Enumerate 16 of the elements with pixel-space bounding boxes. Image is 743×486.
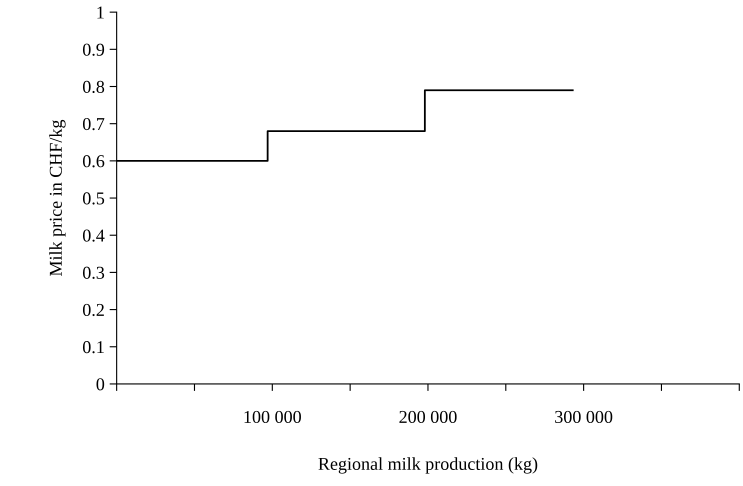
y-tick-label: 0.9 bbox=[82, 44, 104, 56]
y-tick-label: 0.5 bbox=[82, 192, 104, 205]
y-tick-label: 0.2 bbox=[82, 304, 104, 316]
y-tick-label: 1 bbox=[97, 6, 104, 18]
y-axis-title: Milk price in CHF/kg bbox=[49, 120, 66, 276]
x-tick-label: 200 000 bbox=[399, 410, 457, 424]
y-tick-label: 0 bbox=[96, 378, 104, 390]
x-tick-label: 300 000 bbox=[555, 410, 612, 424]
x-tick-label: 100 000 bbox=[244, 410, 301, 424]
y-tick-label: 0.6 bbox=[82, 155, 104, 168]
y-tick-label: 0.7 bbox=[82, 118, 104, 130]
y-tick-label: 0.8 bbox=[82, 80, 104, 94]
y-tick-label: 0.3 bbox=[82, 266, 104, 279]
y-tick-label: 0.1 bbox=[82, 341, 104, 354]
x-axis-title: Regional milk production (kg) bbox=[318, 457, 538, 474]
y-tick-label: 0.4 bbox=[82, 229, 105, 242]
